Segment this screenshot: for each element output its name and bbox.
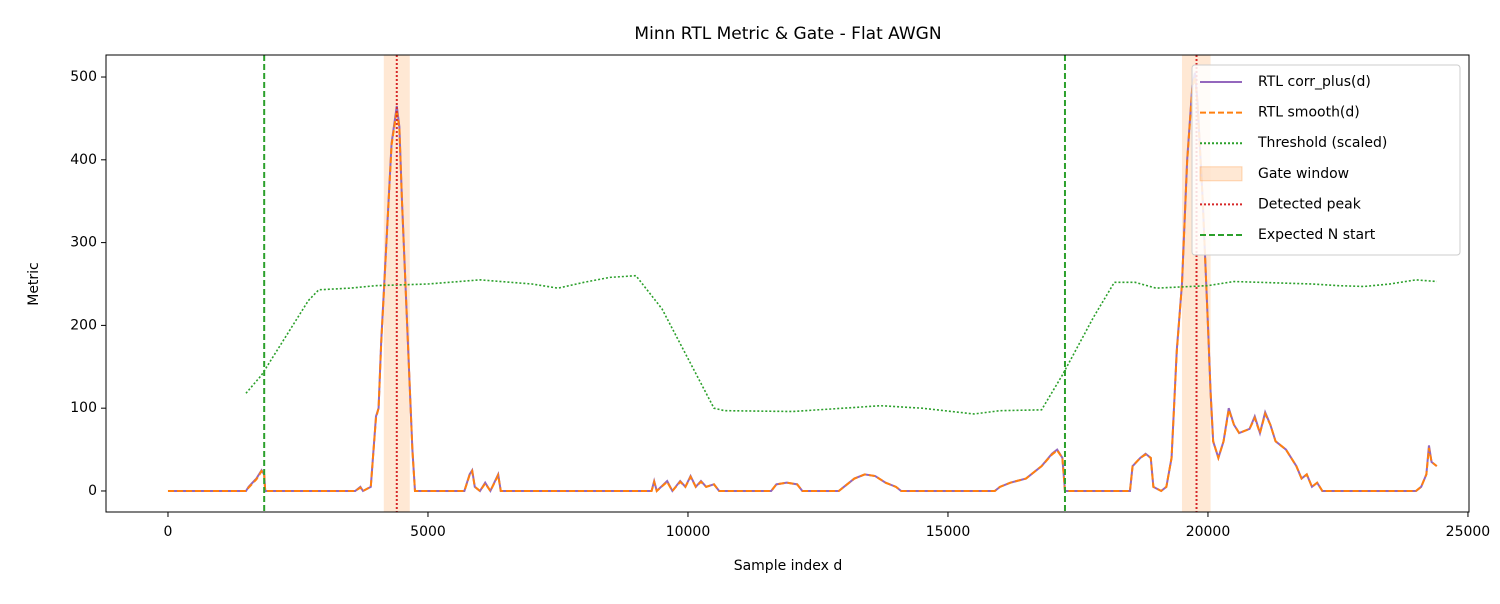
x-tick-label: 0 xyxy=(164,524,173,540)
y-tick-label: 100 xyxy=(70,400,97,416)
legend-label: Threshold (scaled) xyxy=(1257,135,1387,151)
y-tick-label: 300 xyxy=(70,235,97,251)
series-line xyxy=(245,274,1437,415)
y-tick-label: 0 xyxy=(88,483,97,499)
x-tick-label: 10000 xyxy=(666,524,711,540)
y-tick-label: 200 xyxy=(70,317,97,333)
legend-label: Expected N start xyxy=(1258,227,1376,243)
chart-title: Minn RTL Metric & Gate - Flat AWGN xyxy=(634,24,941,44)
legend-label: Gate window xyxy=(1258,166,1349,182)
x-tick-label: 15000 xyxy=(926,524,971,540)
legend-box xyxy=(1191,64,1461,256)
legend-swatch xyxy=(1199,166,1243,182)
x-tick-label: 20000 xyxy=(1186,524,1231,540)
x-axis-label: Sample index d xyxy=(734,558,843,574)
legend-label: RTL smooth(d) xyxy=(1258,105,1360,121)
y-tick-label: 400 xyxy=(70,152,97,168)
x-tick-label: 5000 xyxy=(410,524,446,540)
y-axis-label: Metric xyxy=(26,262,42,306)
legend-label: RTL corr_plus(d) xyxy=(1258,74,1371,90)
legend-label: Detected peak xyxy=(1258,196,1362,212)
series-line xyxy=(167,76,1438,493)
plot-frame xyxy=(105,54,1470,513)
y-tick-label: 500 xyxy=(70,69,97,85)
x-tick-label: 25000 xyxy=(1446,524,1491,540)
